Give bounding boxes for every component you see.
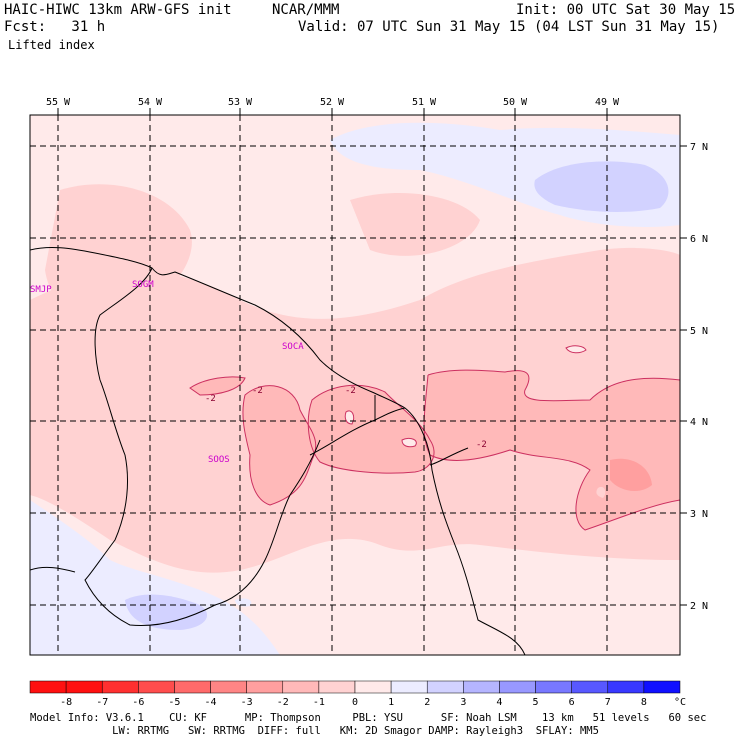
- tick-marks: [57, 108, 687, 606]
- lat-lon-grid: [30, 115, 680, 655]
- colorbar-swatch: [499, 680, 536, 694]
- colorbar-tick-label: -6: [132, 697, 144, 708]
- lon-label: 51 W: [412, 97, 437, 108]
- lifted-index-shading: [30, 115, 680, 655]
- model-info-line2: LW: RRTMG SW: RRTMG DIFF: full KM: 2D Sm…: [30, 725, 599, 737]
- station-label: SOCA: [282, 342, 304, 352]
- lat-label: 2 N: [690, 601, 708, 612]
- lat-label: 4 N: [690, 417, 708, 428]
- map-frame: [29, 114, 681, 656]
- valid-time: Valid: 07 UTC Sun 31 May 15 (04 LST Sun …: [298, 19, 720, 35]
- contour-label: -2: [252, 386, 263, 396]
- station-label: SOGM: [132, 280, 154, 290]
- colorbar-tick-label: -1: [313, 697, 325, 708]
- colorbar-swatch: [174, 680, 211, 694]
- colorbar-swatch: [643, 680, 681, 694]
- model-info-line1: Model Info: V3.6.1 CU: KF MP: Thompson P…: [30, 712, 707, 724]
- forecast-hour: Fcst: 31 h: [4, 19, 106, 35]
- colorbar-tick-label: 0: [352, 697, 358, 708]
- colorbar-swatch: [246, 680, 284, 694]
- colorbar-tick-label: 7: [605, 697, 611, 708]
- colorbar-tick-label: -7: [96, 697, 108, 708]
- contour-label: -2: [476, 440, 487, 450]
- station-label: SMJP: [30, 285, 52, 295]
- colorbar-swatch: [463, 680, 500, 694]
- colorbar-tick-label: 1: [388, 697, 394, 708]
- colorbar-tick-label: 2: [424, 697, 430, 708]
- colorbar-tick-label: 5: [533, 697, 539, 708]
- lon-label: 52 W: [320, 97, 345, 108]
- colorbar-tick-label: -2: [277, 697, 289, 708]
- lat-label: 7 N: [690, 142, 708, 153]
- colorbar-swatch: [571, 680, 609, 694]
- colorbar-tick-label: 6: [569, 697, 575, 708]
- lat-label: 5 N: [690, 326, 708, 337]
- field-name: Lifted index: [8, 38, 95, 52]
- init-time: Init: 00 UTC Sat 30 May 15: [516, 2, 736, 18]
- colorbar-labels: -8 -7 -6 -5 -4 -3 -2 -1 0 1 2 3 4 5 6 7 8: [60, 697, 647, 708]
- colorbar-tick-label: -8: [60, 697, 72, 708]
- colorbar-swatch: [318, 680, 356, 694]
- model-title: HAIC-HIWC 13km ARW-GFS init: [4, 2, 232, 18]
- contour-label: -2: [205, 394, 216, 404]
- lon-label: 50 W: [503, 97, 528, 108]
- lon-label: 55 W: [46, 97, 71, 108]
- colorbar-swatch: [65, 680, 103, 694]
- colorbar-tick-label: 8: [641, 697, 647, 708]
- station-label: SOOS: [208, 455, 230, 465]
- contour-lines: [189, 345, 680, 531]
- colorbar-unit: °C: [674, 697, 686, 708]
- colorbar-tick-label: 3: [460, 697, 466, 708]
- organization: NCAR/MMM: [272, 2, 340, 18]
- colorbar-swatch: [535, 680, 572, 694]
- colorbar-swatch: [101, 680, 139, 694]
- lat-label: 3 N: [690, 509, 708, 520]
- colorbar-swatch: [607, 680, 645, 694]
- colorbar-tick-label: -5: [168, 697, 180, 708]
- colorbar-tick-label: -4: [205, 697, 217, 708]
- colorbar-swatch: [138, 680, 175, 694]
- lon-label: 54 W: [138, 97, 163, 108]
- lon-label: 49 W: [595, 97, 620, 108]
- colorbar-swatch: [390, 680, 428, 694]
- colorbar: [29, 680, 681, 694]
- colorbar-swatch: [210, 680, 247, 694]
- colorbar-tick-label: 4: [496, 697, 502, 708]
- contour-label: -2: [345, 386, 356, 396]
- lon-label: 53 W: [228, 97, 253, 108]
- lat-label: 6 N: [690, 234, 708, 245]
- colorbar-tick-label: -3: [241, 697, 253, 708]
- colorbar-swatch: [354, 680, 392, 694]
- colorbar-swatch: [282, 680, 320, 694]
- colorbar-swatch: [29, 680, 67, 694]
- colorbar-swatch: [426, 680, 464, 694]
